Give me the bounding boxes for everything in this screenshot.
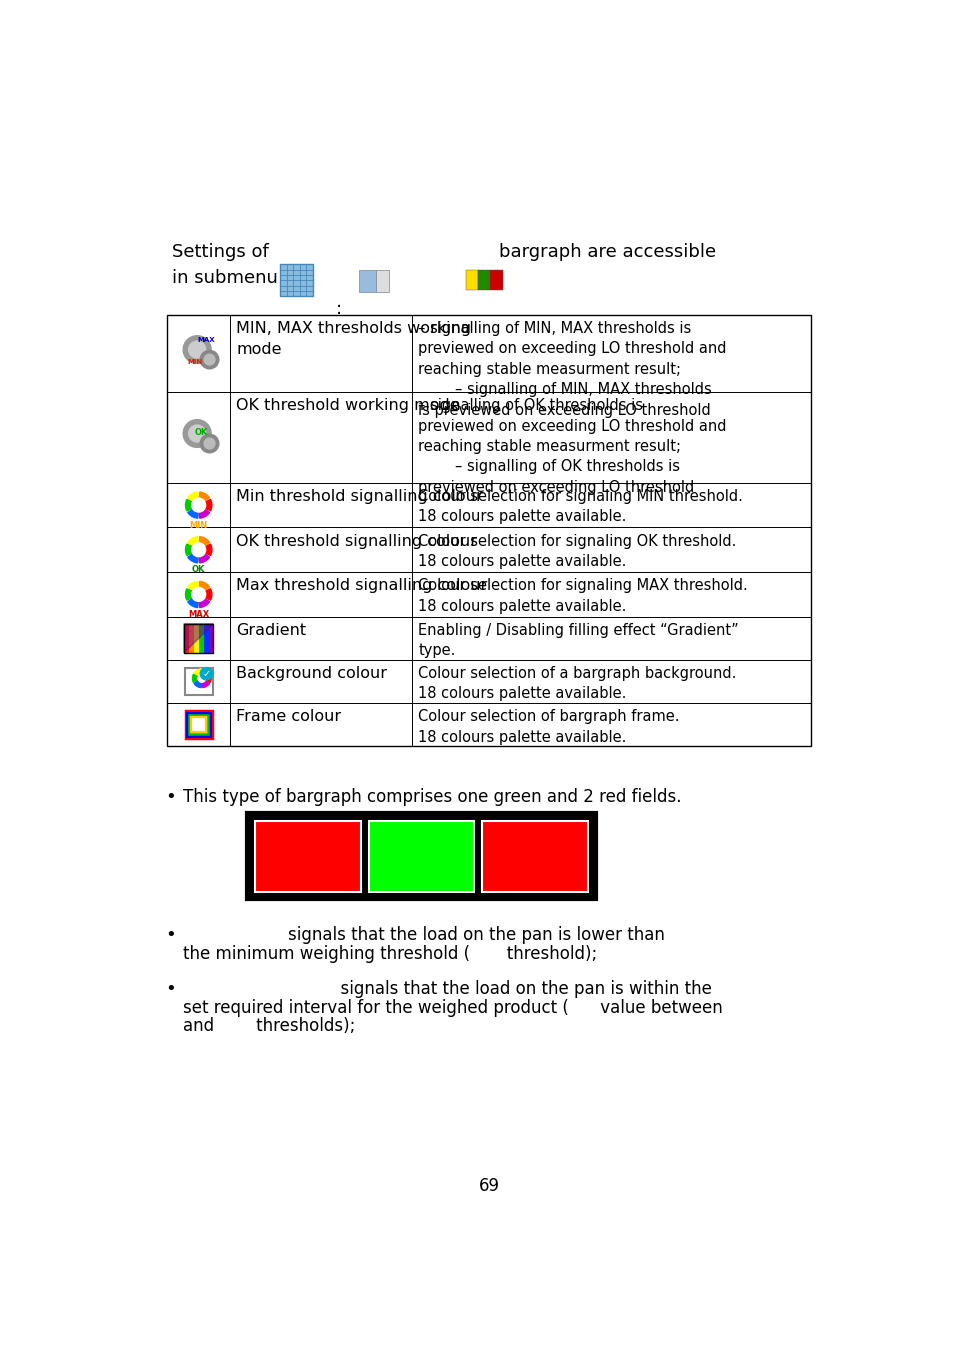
Text: OK: OK xyxy=(192,565,205,574)
Bar xyxy=(477,271,489,290)
Text: Frame colour: Frame colour xyxy=(236,709,341,724)
Polygon shape xyxy=(193,669,201,676)
Text: OK threshold working mode: OK threshold working mode xyxy=(236,398,459,413)
Polygon shape xyxy=(188,536,198,546)
Polygon shape xyxy=(188,492,198,501)
Text: MIN: MIN xyxy=(190,520,208,529)
Bar xyxy=(184,624,189,653)
Polygon shape xyxy=(188,581,198,590)
Text: Enabling / Disabling filling effect “Gradient”
type.: Enabling / Disabling filling effect “Gra… xyxy=(418,623,739,658)
Polygon shape xyxy=(188,598,198,608)
Bar xyxy=(209,624,213,653)
Polygon shape xyxy=(185,544,193,555)
Text: Max threshold signalling colour: Max threshold signalling colour xyxy=(236,578,487,593)
Polygon shape xyxy=(202,681,210,688)
Text: Colour selection of bargraph frame.
18 colours palette available.: Colour selection of bargraph frame. 18 c… xyxy=(418,709,679,745)
Polygon shape xyxy=(185,500,193,510)
Circle shape xyxy=(192,588,206,601)
Text: Colour selection for signaling MAX threshold.
18 colours palette available.: Colour selection for signaling MAX thres… xyxy=(418,578,747,613)
Bar xyxy=(247,814,596,899)
Text: OK threshold signalling colour: OK threshold signalling colour xyxy=(236,533,476,548)
Circle shape xyxy=(193,669,211,688)
Text: Gradient: Gradient xyxy=(236,623,306,638)
Circle shape xyxy=(189,341,206,357)
Text: – signalling of OK thresholds is
previewed on exceeding LO threshold and
reachin: – signalling of OK thresholds is preview… xyxy=(418,398,726,494)
Bar xyxy=(359,271,375,292)
Polygon shape xyxy=(202,669,210,676)
Circle shape xyxy=(192,498,206,512)
Text: MAX: MAX xyxy=(188,609,209,619)
Bar xyxy=(184,624,213,653)
Polygon shape xyxy=(188,554,198,563)
Text: Colour selection of a bargraph background.
18 colours palette available.: Colour selection of a bargraph backgroun… xyxy=(418,666,736,701)
Text: MAX: MAX xyxy=(197,337,214,343)
Polygon shape xyxy=(199,581,210,590)
Circle shape xyxy=(200,668,213,680)
Polygon shape xyxy=(199,509,210,519)
Text: Colour selection for signaling OK threshold.
18 colours palette available.: Colour selection for signaling OK thresh… xyxy=(418,533,736,569)
Bar xyxy=(280,264,313,297)
Bar xyxy=(489,271,502,290)
Polygon shape xyxy=(193,674,198,682)
Polygon shape xyxy=(188,509,198,519)
Text: signals that the load on the pan is within the: signals that the load on the pan is with… xyxy=(183,980,711,998)
Polygon shape xyxy=(199,554,210,563)
Bar xyxy=(203,624,209,653)
Circle shape xyxy=(192,543,206,556)
Bar xyxy=(192,718,206,733)
Text: – signalling of MIN, MAX thresholds is
previewed on exceeding LO threshold and
r: – signalling of MIN, MAX thresholds is p… xyxy=(418,321,726,417)
Polygon shape xyxy=(199,492,210,501)
Polygon shape xyxy=(205,544,212,555)
Circle shape xyxy=(197,674,206,682)
Bar xyxy=(481,821,587,892)
Text: set required interval for the weighed product (      value between: set required interval for the weighed pr… xyxy=(183,999,721,1017)
Circle shape xyxy=(189,425,206,441)
Polygon shape xyxy=(205,674,211,682)
Bar xyxy=(185,668,213,696)
Text: the minimum weighing threshold (       threshold);: the minimum weighing threshold ( thresho… xyxy=(183,945,597,963)
Text: :: : xyxy=(335,299,342,318)
Polygon shape xyxy=(185,589,193,600)
Polygon shape xyxy=(205,500,212,510)
Text: Settings of: Settings of xyxy=(172,244,269,261)
Polygon shape xyxy=(184,624,213,653)
Bar xyxy=(190,715,208,734)
Bar xyxy=(185,711,212,738)
Polygon shape xyxy=(199,536,210,546)
Text: •: • xyxy=(166,980,176,998)
Text: This type of bargraph comprises one green and 2 red fields.: This type of bargraph comprises one gree… xyxy=(183,788,680,807)
Bar xyxy=(187,714,210,735)
Bar xyxy=(254,821,360,892)
Circle shape xyxy=(204,355,214,366)
Text: MIN: MIN xyxy=(188,359,203,366)
Polygon shape xyxy=(205,589,212,600)
Bar xyxy=(198,624,203,653)
Polygon shape xyxy=(199,598,210,608)
Text: ✓: ✓ xyxy=(202,669,211,678)
Text: •: • xyxy=(166,788,176,807)
Bar xyxy=(193,624,198,653)
Circle shape xyxy=(200,351,218,368)
Text: signals that the load on the pan is lower than: signals that the load on the pan is lowe… xyxy=(183,926,664,944)
Text: bargraph are accessible: bargraph are accessible xyxy=(498,244,716,261)
Circle shape xyxy=(183,420,211,447)
Text: in submenu: in submenu xyxy=(172,268,277,287)
Text: •: • xyxy=(166,926,176,944)
Bar xyxy=(368,821,474,892)
Text: Background colour: Background colour xyxy=(236,666,387,681)
Text: and        thresholds);: and thresholds); xyxy=(183,1017,355,1036)
Polygon shape xyxy=(193,681,201,688)
Text: MIN, MAX thresholds working
mode: MIN, MAX thresholds working mode xyxy=(236,321,471,357)
Text: Min threshold signalling colour: Min threshold signalling colour xyxy=(236,489,482,504)
Circle shape xyxy=(183,336,211,363)
Circle shape xyxy=(204,439,214,450)
Bar xyxy=(167,315,810,746)
Text: Colour selection for signaling MIN threshold.
18 colours palette available.: Colour selection for signaling MIN thres… xyxy=(418,489,742,524)
Bar xyxy=(466,271,477,290)
Text: OK: OK xyxy=(194,428,208,437)
Bar xyxy=(375,271,389,292)
Text: 69: 69 xyxy=(477,1178,499,1196)
Bar xyxy=(189,624,193,653)
Circle shape xyxy=(200,435,218,452)
